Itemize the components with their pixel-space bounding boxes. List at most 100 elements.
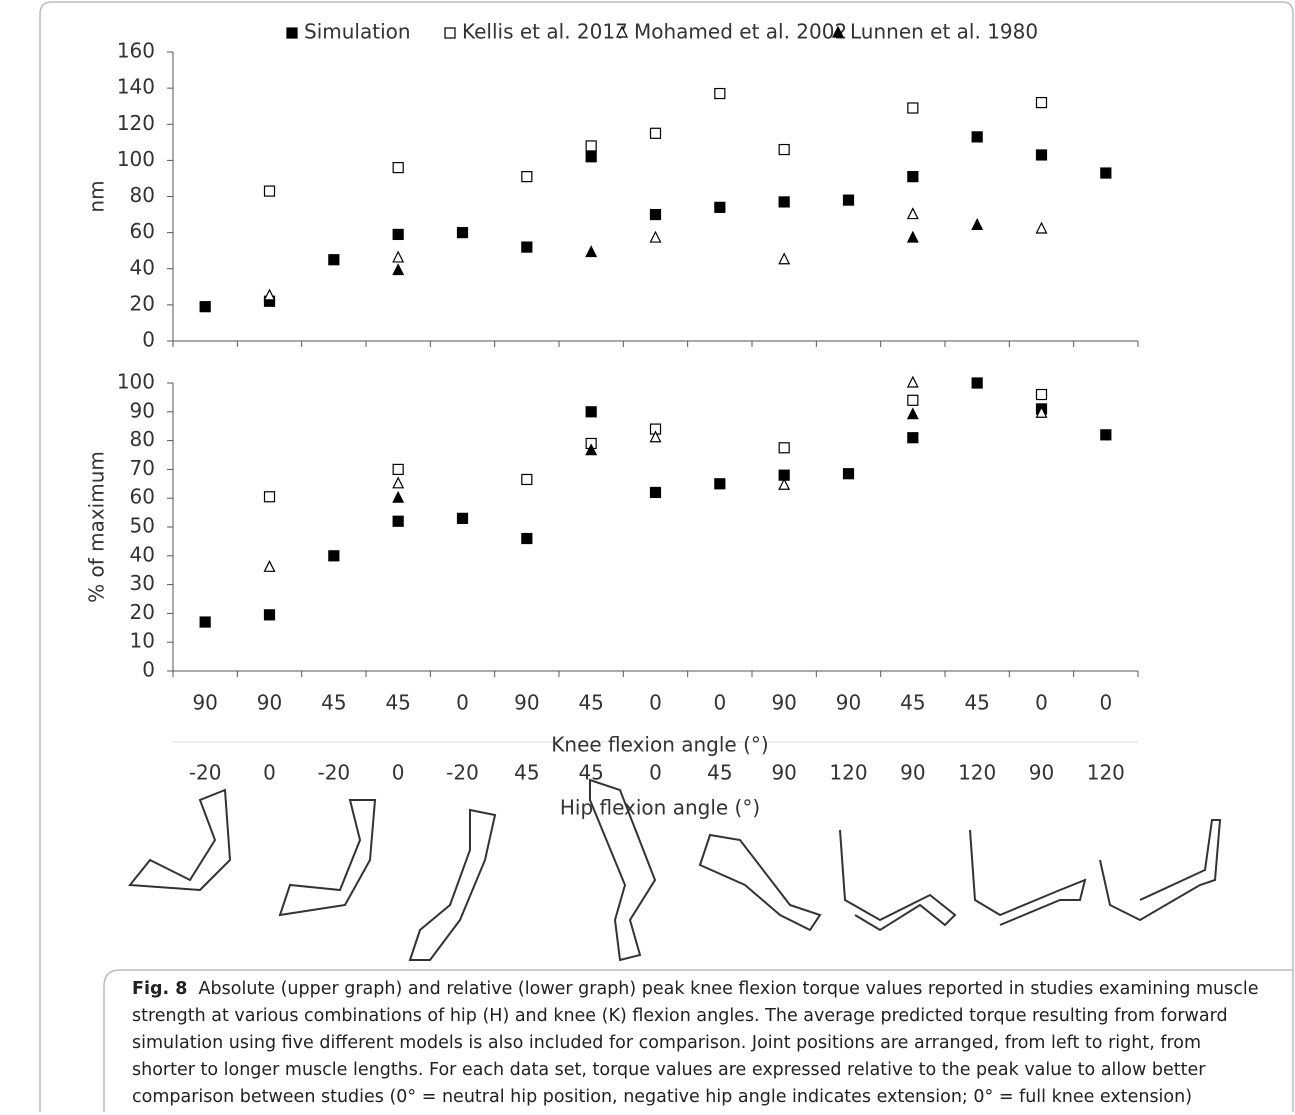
y-tick-label: 70: [130, 456, 155, 480]
marker: [842, 194, 855, 206]
marker: [778, 442, 790, 454]
x-axis-title-2: Hip flexion angle (°): [560, 796, 760, 820]
marker: [199, 616, 211, 628]
x-tick-label-2: -20: [317, 761, 350, 785]
y-tick-label: 100: [117, 147, 155, 171]
marker: [521, 171, 533, 183]
y-tick-label: 80: [130, 427, 155, 451]
y-tick-label: 140: [117, 75, 155, 99]
y-tick-label: 20: [130, 600, 155, 624]
x-tick-label: 45: [964, 691, 989, 715]
x-tick-label-2: 0: [263, 761, 276, 785]
x-tick-label: 90: [514, 691, 539, 715]
marker: [392, 263, 405, 276]
x-tick-label: 45: [321, 691, 346, 715]
marker: [649, 208, 662, 221]
marker: [906, 230, 919, 243]
x-tick-label-2: 90: [771, 761, 796, 785]
marker: [714, 87, 726, 100]
y-axis-title: nm: [85, 180, 109, 212]
marker: [907, 102, 919, 114]
x-tick-label: 0: [456, 691, 469, 715]
y-tick-label: 160: [117, 39, 155, 63]
legend-label: Lunnen et al. 1980: [850, 20, 1038, 44]
marker: [521, 473, 533, 486]
marker: [778, 143, 790, 156]
x-tick-label-2: -20: [189, 761, 222, 785]
marker: [444, 27, 456, 39]
x-tick-label: 90: [192, 691, 217, 715]
marker: [328, 254, 340, 266]
x-axis-title: Knee flexion angle (°): [551, 733, 768, 757]
leg-illustrations: [128, 778, 1222, 962]
marker: [585, 443, 598, 456]
x-tick-label: 0: [649, 691, 662, 715]
x-tick-label-2: 120: [829, 761, 867, 785]
x-tick-label-2: 45: [707, 761, 732, 785]
marker: [907, 394, 919, 406]
x-tick-label: 0: [713, 691, 726, 715]
marker: [714, 478, 726, 490]
x-tick-label: 45: [385, 691, 410, 715]
marker: [263, 559, 276, 572]
figure-border: [39, 1, 1294, 1112]
marker: [971, 131, 983, 143]
caption-label: Fig. 8: [132, 979, 188, 999]
marker: [1035, 405, 1048, 418]
marker: [1100, 167, 1112, 179]
x-tick-label-2: 0: [392, 761, 405, 785]
marker: [714, 201, 726, 213]
y-tick-label: 60: [130, 485, 155, 509]
y-tick-label: 10: [130, 629, 155, 653]
x-tick-label: 45: [900, 691, 925, 715]
marker: [832, 25, 844, 38]
caption-border: [103, 969, 1293, 1112]
marker: [778, 252, 791, 265]
x-tick-label-2: 120: [1087, 761, 1125, 785]
x-tick-label-2: -20: [446, 761, 479, 785]
marker: [392, 490, 405, 503]
marker: [392, 515, 404, 527]
legend-label: Simulation: [304, 20, 411, 44]
marker: [263, 609, 276, 621]
y-tick-label: 40: [130, 542, 155, 566]
x-tick-label: 45: [578, 691, 603, 715]
y-axis-title: % of maximum: [85, 451, 109, 603]
caption: Fig. 8 Absolute (upper graph) and relati…: [132, 976, 1262, 1111]
marker: [649, 430, 662, 443]
y-tick-label: 0: [142, 328, 155, 352]
marker: [521, 532, 533, 545]
x-tick-label-2: 90: [900, 761, 925, 785]
marker: [649, 127, 662, 139]
marker: [649, 486, 662, 499]
x-tick-label: 0: [1099, 691, 1112, 715]
x-tick-label-2: 45: [578, 761, 603, 785]
marker: [199, 301, 211, 313]
y-tick-label: 50: [130, 514, 155, 538]
marker: [456, 227, 469, 239]
y-tick-label: 90: [130, 398, 155, 422]
y-tick-label: 0: [142, 658, 155, 682]
marker: [263, 288, 276, 301]
marker: [456, 512, 469, 524]
marker: [392, 463, 404, 475]
marker: [263, 185, 276, 197]
marker: [392, 250, 405, 263]
marker: [286, 27, 298, 39]
y-tick-label: 120: [117, 111, 155, 135]
x-tick-label-2: 90: [1029, 761, 1054, 785]
marker: [521, 241, 533, 253]
y-tick-label: 20: [130, 291, 155, 315]
y-tick-label: 30: [130, 571, 155, 595]
marker: [1035, 96, 1048, 109]
y-tick-label: 80: [130, 183, 155, 207]
marker: [907, 171, 919, 183]
x-tick-label: 90: [257, 691, 282, 715]
marker: [616, 25, 628, 38]
marker: [971, 377, 983, 389]
marker: [1035, 149, 1048, 161]
marker: [906, 407, 919, 420]
marker: [392, 476, 405, 489]
